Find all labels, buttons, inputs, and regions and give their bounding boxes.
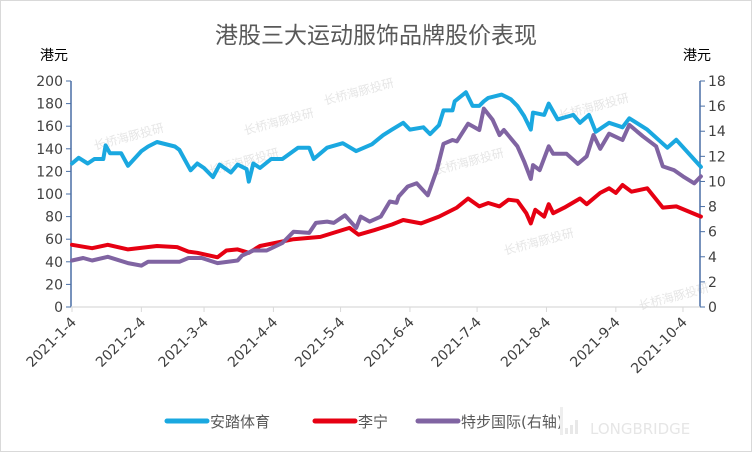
right-tick-label: 4 (708, 250, 717, 266)
right-tick-label: 12 (708, 149, 726, 165)
legend-label-1: 李宁 (358, 413, 388, 431)
legend: 安踏体育 李宁 特步国际(右轴) (164, 413, 563, 431)
axes: 0 20 40 60 80 100 120 140 160 180 200 0 2 4 6 8 10 12 14 16… (24, 74, 726, 377)
left-tick-label: 40 (45, 255, 63, 271)
x-tick-label: 2021-5-4 (292, 314, 348, 370)
legend-label-2: 特步国际(右轴) (461, 413, 563, 431)
series-line-2 (70, 106, 703, 268)
left-tick-label: 0 (54, 300, 63, 316)
right-axis-unit: 港元 (683, 48, 711, 64)
longbridge-watermark: LONGBRIDGE (590, 420, 690, 438)
x-tick-label: 2021-6-4 (362, 314, 418, 370)
series-line-1 (70, 183, 703, 260)
watermark-text: 长桥海豚投研 (242, 105, 315, 138)
x-tick-label: 2021-8-4 (498, 314, 554, 370)
right-tick-label: 8 (708, 200, 717, 216)
right-tick-label: 2 (708, 275, 717, 291)
watermark-text: 长桥海豚投研 (502, 225, 575, 258)
left-tick-label: 200 (36, 74, 63, 90)
right-tick-label: 10 (708, 174, 726, 190)
right-tick-label: 6 (708, 225, 717, 241)
left-tick-label: 80 (45, 210, 63, 226)
right-tick-label: 16 (708, 99, 726, 115)
legend-label-0: 安踏体育 (210, 413, 270, 431)
left-tick-label: 20 (45, 277, 63, 293)
x-tick-label: 2021-2-4 (93, 314, 149, 370)
series-line-0 (70, 90, 703, 184)
left-tick-label: 60 (45, 232, 63, 248)
x-tick-label: 2021-7-4 (429, 314, 485, 370)
chart-title: 港股三大运动服饰品牌股价表现 (215, 23, 537, 49)
left-tick-label: 120 (36, 164, 63, 180)
left-tick-label: 160 (36, 119, 63, 135)
left-tick-label: 140 (36, 142, 63, 158)
x-tick-label: 2021-9-4 (567, 314, 623, 370)
x-tick-label: 2021-3-4 (156, 314, 212, 370)
left-tick-label: 180 (36, 97, 63, 113)
left-tick-label: 100 (36, 187, 63, 203)
right-tick-label: 14 (708, 124, 726, 140)
x-tick-label: 2021-10-4 (628, 314, 691, 377)
x-tick-label: 2021-1-4 (24, 314, 80, 370)
x-tick-label: 2021-4-4 (225, 314, 281, 370)
longbridge-logo: LONGBRIDGE (560, 407, 690, 438)
watermark-text: 长桥海豚投研 (322, 75, 395, 108)
left-axis-unit: 港元 (40, 48, 68, 64)
right-tick-label: 0 (708, 300, 717, 316)
right-tick-label: 18 (708, 74, 726, 90)
series-layer (70, 90, 703, 268)
watermark-text: 长桥海豚投研 (92, 120, 165, 153)
